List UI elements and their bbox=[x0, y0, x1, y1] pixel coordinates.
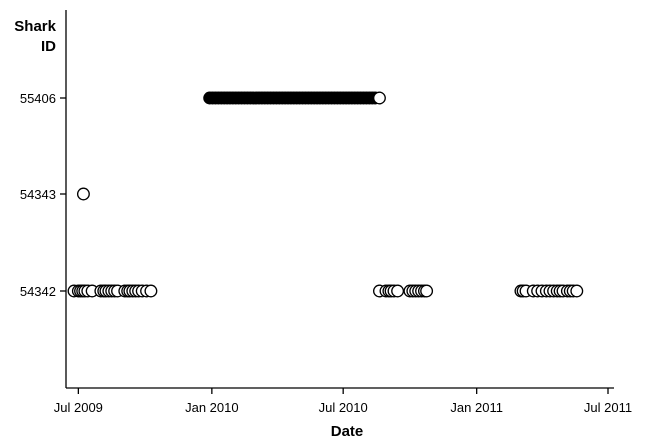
x-tick-label: Jan 2011 bbox=[450, 400, 503, 415]
y-axis-title-line-2: ID bbox=[41, 38, 56, 55]
x-tick-label: Jul 2010 bbox=[319, 400, 368, 415]
data-point-54342 bbox=[144, 284, 158, 298]
y-tick-label: 55406 bbox=[20, 91, 56, 106]
y-axis-title-line-1: Shark bbox=[14, 18, 56, 35]
y-ticks: 54342 54343 55406 bbox=[20, 91, 66, 299]
x-tick-label: Jul 2011 bbox=[584, 400, 632, 415]
x-ticks: Jul 2009 Jan 2010 Jul 2010 Jan 2011 Jul 2011 bbox=[54, 388, 632, 415]
axes bbox=[65, 10, 614, 389]
y-axis-title: Shark ID bbox=[14, 18, 56, 55]
y-tick-label: 54342 bbox=[20, 284, 56, 299]
data-point-55406 bbox=[373, 91, 386, 105]
data-points bbox=[67, 91, 584, 298]
data-point-54342 bbox=[420, 284, 434, 298]
data-point-54342 bbox=[391, 284, 405, 298]
x-tick-label: Jul 2009 bbox=[54, 400, 103, 415]
y-tick-label: 54343 bbox=[20, 187, 56, 202]
data-point-54342 bbox=[570, 284, 584, 298]
x-axis-title: Date bbox=[331, 423, 364, 439]
x-tick-label: Jan 2010 bbox=[185, 400, 239, 415]
data-point-54343 bbox=[76, 187, 90, 201]
